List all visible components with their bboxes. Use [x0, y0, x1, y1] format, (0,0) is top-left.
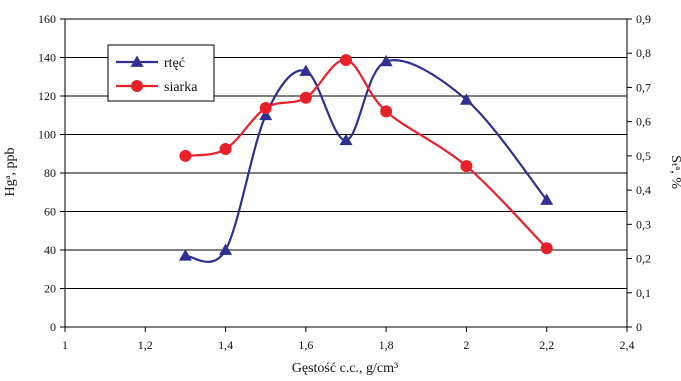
y-tick-labels: 0 20 40 60 80 100 120 140 160 [38, 12, 56, 334]
y2-tick-label: 0,6 [636, 115, 651, 129]
y2-tick-label: 0,2 [636, 252, 651, 266]
data-point-siarka [340, 54, 352, 67]
y-tick-label: 80 [44, 166, 56, 180]
y-tick-label: 20 [44, 282, 56, 296]
x-tick-labels: 1 1,2 1,4 1,6 1,8 2 2,2 2,4 [62, 338, 635, 352]
y-tick-label: 140 [38, 51, 56, 65]
y2-axis-title: Sₜᵃ, % [668, 155, 681, 189]
legend-marker-rtec [130, 55, 144, 67]
data-point-siarka [380, 105, 393, 118]
data-point-rtec [299, 64, 313, 76]
data-point-rtec [259, 108, 273, 121]
y-tick-label: 100 [38, 128, 56, 142]
x-tick-label: 1 [62, 338, 68, 352]
data-point-siarka [219, 143, 232, 156]
y2-tick-labels: 0 0,1 0,2 0,3 0,4 0,5 0,6 0,7 0,8 0,9 [636, 12, 651, 334]
data-point-siarka [259, 101, 272, 114]
data-point-rtec [379, 54, 393, 67]
series-markers [178, 54, 554, 261]
x-tick-label: 1,2 [138, 338, 153, 352]
y-tick-label: 40 [44, 243, 56, 257]
x-tick-label: 2 [463, 338, 469, 352]
x-tick-label: 2,4 [620, 338, 635, 352]
x-axis-title: Gęstość c.c., g/cm³ [292, 361, 398, 376]
y-axis-title: Hgᵃ, ppb [3, 148, 18, 197]
series-lines [185, 58, 548, 263]
data-point-siarka [299, 91, 312, 104]
data-point-siarka [460, 160, 473, 173]
legend-marker-siarka [131, 80, 143, 92]
data-point-siarka [179, 149, 192, 162]
y2-tick-label: 0,5 [636, 149, 651, 163]
legend: rtęć siarka [107, 44, 215, 102]
data-point-rtec [459, 93, 473, 105]
y-tick-label: 160 [38, 12, 56, 26]
x-tick-label: 1,6 [298, 338, 313, 352]
legend-label-siarka: siarka [164, 80, 198, 95]
y2-tick-label: 0,9 [636, 12, 651, 26]
data-point-rtec [219, 243, 233, 255]
y2-tick-label: 0,7 [636, 80, 651, 94]
legend-label-rtec: rtęć [164, 56, 185, 71]
data-point-rtec [339, 133, 353, 146]
data-point-rtec [540, 193, 554, 205]
y-tick-label: 60 [44, 205, 56, 219]
y2-tick-label: 0,4 [636, 183, 651, 197]
y2-tick-label: 0,8 [636, 46, 651, 60]
x-tick-label: 1,8 [379, 338, 394, 352]
y2-tick-label: 0 [636, 320, 642, 334]
x-tick-label: 1,4 [218, 338, 233, 352]
y2-tick-label: 0,1 [636, 286, 651, 300]
y2-tick-label: 0,3 [636, 217, 651, 231]
data-point-siarka [540, 242, 553, 255]
y-tick-label: 0 [50, 320, 56, 334]
legend-box [107, 44, 215, 102]
series-line-rtec [185, 59, 548, 263]
x-tick-label: 2,2 [539, 338, 554, 352]
series-line-siarka [185, 58, 548, 250]
tick-marks [60, 18, 632, 332]
data-point-rtec [178, 249, 192, 261]
y-tick-label: 120 [38, 89, 56, 103]
